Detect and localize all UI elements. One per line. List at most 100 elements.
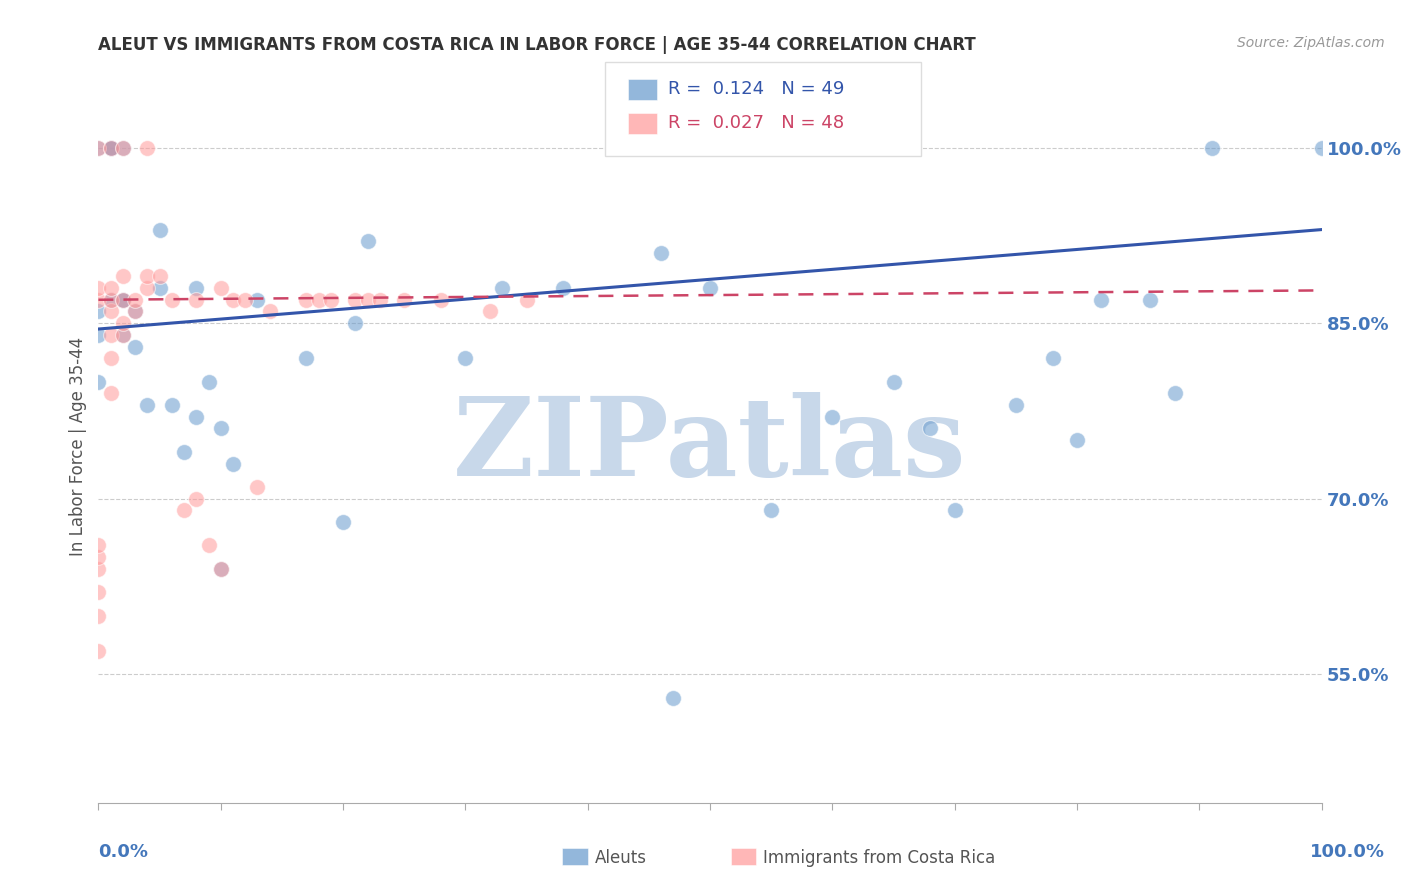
Text: 0.0%: 0.0% [98, 843, 149, 861]
Point [478, 304, 501, 318]
Point [319, 293, 342, 307]
Point [1164, 386, 1187, 401]
Point [87, 141, 110, 155]
Point [943, 503, 966, 517]
Point [197, 538, 219, 552]
Point [454, 351, 477, 366]
Point [136, 269, 159, 284]
Point [920, 421, 942, 435]
Point [209, 562, 232, 576]
Point [332, 515, 354, 529]
Point [356, 234, 378, 248]
Point [111, 293, 134, 307]
Text: ALEUT VS IMMIGRANTS FROM COSTA RICA IN LABOR FORCE | AGE 35-44 CORRELATION CHART: ALEUT VS IMMIGRANTS FROM COSTA RICA IN L… [98, 36, 976, 54]
Point [100, 304, 122, 318]
Point [149, 281, 172, 295]
Text: R =  0.124   N = 49: R = 0.124 N = 49 [668, 80, 844, 98]
Point [87, 327, 110, 342]
Point [186, 491, 208, 506]
Text: ZIPatlas: ZIPatlas [453, 392, 967, 500]
Point [186, 281, 208, 295]
Point [124, 293, 146, 307]
Point [173, 503, 195, 517]
Point [124, 340, 146, 354]
Point [515, 293, 537, 307]
Point [100, 281, 122, 295]
Point [1310, 141, 1333, 155]
Point [173, 445, 195, 459]
Point [100, 386, 122, 401]
Point [87, 585, 110, 599]
Point [883, 375, 905, 389]
Point [1004, 398, 1026, 412]
Point [1042, 351, 1064, 366]
Point [136, 398, 159, 412]
Point [430, 293, 453, 307]
Point [392, 293, 416, 307]
Point [87, 281, 110, 295]
Point [124, 304, 146, 318]
Point [87, 293, 110, 307]
Point [491, 281, 513, 295]
Point [87, 550, 110, 565]
Point [344, 316, 367, 330]
Point [246, 480, 269, 494]
Point [160, 293, 183, 307]
Point [356, 293, 378, 307]
Point [111, 141, 134, 155]
Point [699, 281, 721, 295]
Point [344, 293, 367, 307]
Point [87, 375, 110, 389]
Point [553, 281, 575, 295]
Point [100, 351, 122, 366]
Point [821, 409, 844, 424]
Point [197, 375, 219, 389]
Point [100, 141, 122, 155]
Point [87, 538, 110, 552]
Point [308, 293, 330, 307]
Point [100, 141, 122, 155]
Point [87, 644, 110, 658]
Point [368, 293, 391, 307]
Point [1139, 293, 1161, 307]
Point [87, 562, 110, 576]
Point [1066, 433, 1088, 447]
Point [186, 293, 208, 307]
Point [222, 293, 245, 307]
Point [100, 293, 122, 307]
Point [87, 141, 110, 155]
Point [111, 327, 134, 342]
Point [100, 141, 122, 155]
Point [100, 327, 122, 342]
Point [87, 304, 110, 318]
Point [136, 141, 159, 155]
Point [295, 351, 318, 366]
Point [87, 608, 110, 623]
Point [209, 281, 232, 295]
Point [136, 281, 159, 295]
Point [650, 246, 672, 260]
Point [149, 269, 172, 284]
Point [1201, 141, 1223, 155]
Y-axis label: In Labor Force | Age 35-44: In Labor Force | Age 35-44 [69, 336, 87, 556]
Point [100, 141, 122, 155]
Point [1090, 293, 1112, 307]
Text: R =  0.027   N = 48: R = 0.027 N = 48 [668, 114, 844, 132]
Point [209, 562, 232, 576]
Point [233, 293, 256, 307]
Point [186, 409, 208, 424]
Point [111, 141, 134, 155]
Point [111, 327, 134, 342]
Text: Aleuts: Aleuts [595, 849, 647, 867]
Point [222, 457, 245, 471]
Text: Source: ZipAtlas.com: Source: ZipAtlas.com [1237, 36, 1385, 50]
Text: 100.0%: 100.0% [1310, 843, 1385, 861]
Point [111, 293, 134, 307]
Point [761, 503, 783, 517]
Point [295, 293, 318, 307]
Point [100, 293, 122, 307]
Point [160, 398, 183, 412]
Point [209, 421, 232, 435]
Point [111, 316, 134, 330]
Point [111, 269, 134, 284]
